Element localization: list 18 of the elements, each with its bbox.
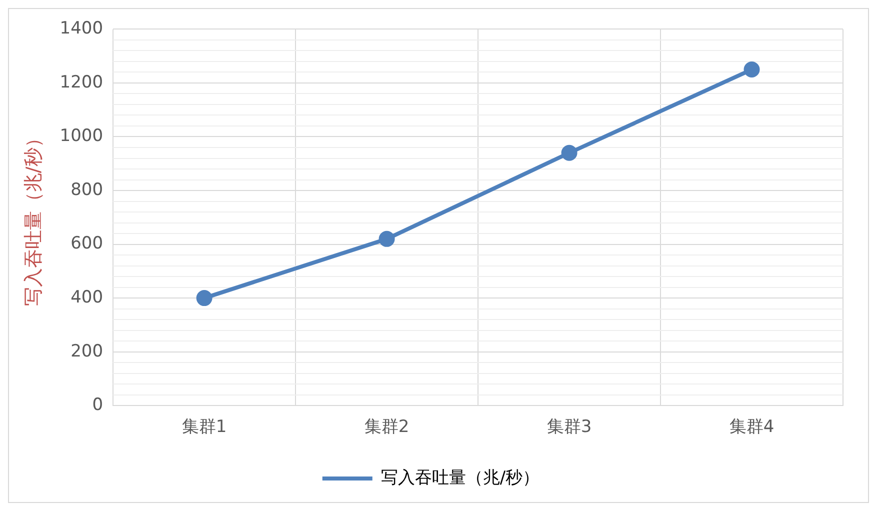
x-tick-label: 集群2 xyxy=(364,417,410,438)
point xyxy=(378,230,395,247)
y-tick-label: 1400 xyxy=(60,18,104,39)
y-tick-label: 800 xyxy=(70,180,104,200)
x-tick-label: 集群3 xyxy=(546,417,592,438)
y-tick-label: 1200 xyxy=(60,72,104,92)
point xyxy=(561,144,578,161)
point xyxy=(744,62,760,78)
x-tick-label: 集群1 xyxy=(182,417,227,438)
y-tick-label: 0 xyxy=(92,395,104,416)
y-tick-label: 1000 xyxy=(60,126,104,146)
y-tick-label: 200 xyxy=(70,341,104,362)
y-tick-label: 600 xyxy=(70,234,104,254)
x-tick-label: 集群4 xyxy=(729,417,774,438)
point xyxy=(196,290,212,306)
y-axis-title: 写入吞吐量（兆/秒） xyxy=(22,128,44,306)
y-tick-label: 400 xyxy=(70,287,104,308)
legend-label: 写入吞吐量（兆/秒） xyxy=(380,468,540,488)
